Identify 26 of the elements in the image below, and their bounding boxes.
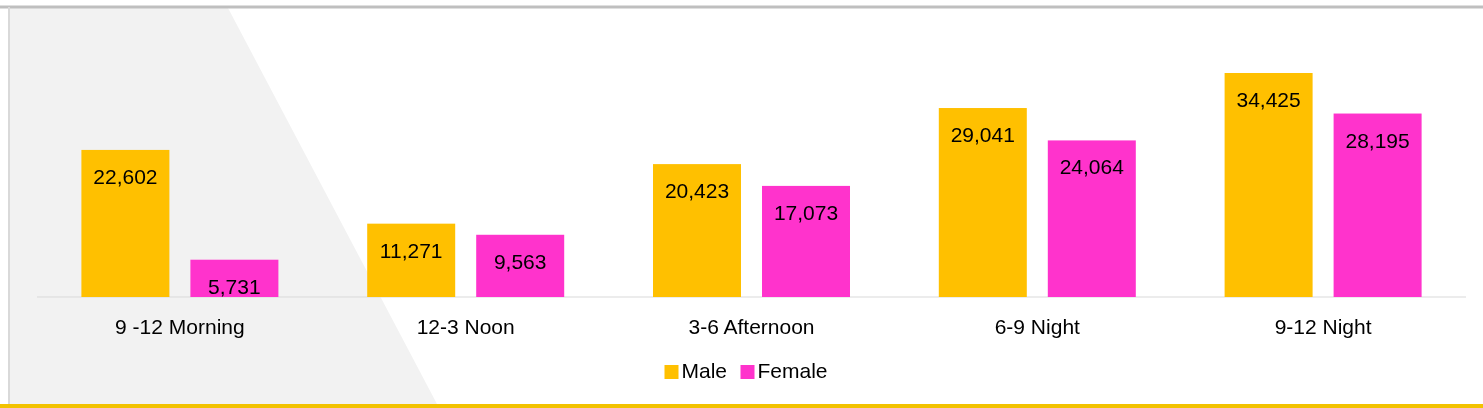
bar	[762, 185, 850, 297]
x-tick-label: 12-3 Noon	[416, 315, 515, 338]
bar	[476, 234, 565, 297]
bar	[653, 164, 741, 297]
data-label: 5,731	[208, 274, 261, 298]
data-label: 20,423	[664, 179, 730, 203]
x-tick-label: 9 -12 Morning	[115, 315, 245, 338]
data-label: 22,602	[93, 164, 158, 188]
data-label: 17,073	[773, 200, 839, 224]
data-label: 11,271	[379, 238, 443, 262]
bar	[367, 223, 456, 297]
data-label: 34,425	[1236, 88, 1301, 111]
data-label: 24,064	[1059, 155, 1125, 179]
x-tick-label: 9-12 Night	[1274, 315, 1372, 338]
legend-label: Female	[757, 359, 828, 382]
legend-label: Male	[681, 359, 728, 382]
data-label: 29,041	[950, 123, 1015, 147]
bar	[1333, 113, 1422, 297]
x-tick-label: 3-6 Afternoon	[688, 315, 815, 338]
data-label: 28,195	[1345, 128, 1410, 152]
bar	[1047, 140, 1136, 297]
x-tick-label: 6-9 Night	[994, 315, 1081, 338]
bar	[81, 149, 170, 297]
bar	[1224, 73, 1313, 297]
bar	[938, 108, 1027, 297]
data-label: 9,563	[493, 249, 547, 273]
